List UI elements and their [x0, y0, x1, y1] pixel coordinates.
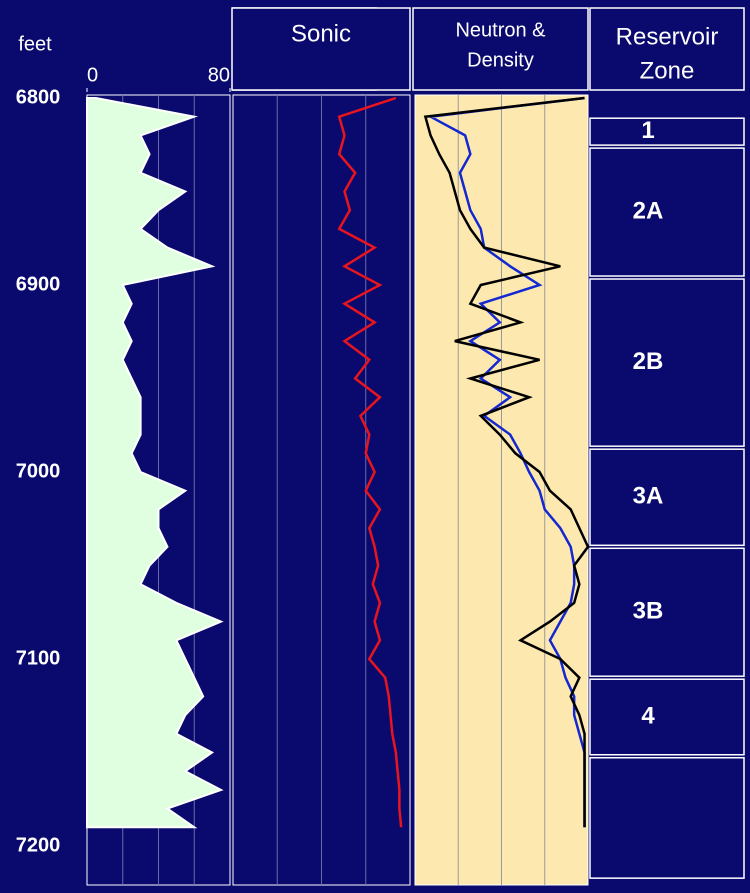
track-title: Density — [467, 49, 534, 71]
header-box — [412, 7, 589, 91]
x-tick-label: 0 — [87, 64, 98, 86]
zone-box — [589, 547, 745, 677]
log-curve — [337, 96, 403, 828]
zone-box — [589, 117, 745, 146]
depth-axis-label: feet — [18, 33, 52, 55]
x-tick-label: 80 — [208, 64, 230, 86]
gamma-area — [86, 97, 224, 829]
header-box — [589, 7, 745, 91]
zone-box — [589, 756, 745, 879]
depth-tick-label: 7200 — [16, 834, 61, 856]
track-title: Zone — [640, 57, 695, 84]
zone-label: 1 — [641, 117, 654, 144]
depth-tick-label: 7000 — [16, 460, 61, 482]
zone-box — [589, 448, 745, 547]
depth-tick-label: 6900 — [16, 273, 61, 295]
zone-label: 3B — [633, 598, 664, 625]
log-curve — [423, 96, 590, 828]
track-title: Sonic — [291, 20, 351, 47]
header-box — [231, 7, 411, 91]
track-title: Neutron & — [455, 19, 546, 41]
track-title: Reservoir — [616, 23, 719, 50]
zone-box — [589, 678, 745, 756]
zone-box — [589, 147, 745, 277]
zone-label: 4 — [641, 702, 655, 729]
zone-label: 2A — [633, 197, 664, 224]
zone-label: 2B — [633, 348, 664, 375]
zone-box — [589, 278, 745, 447]
zone-label: 3A — [633, 483, 664, 510]
depth-tick-label: 7100 — [16, 647, 61, 669]
depth-tick-label: 6800 — [16, 86, 61, 108]
